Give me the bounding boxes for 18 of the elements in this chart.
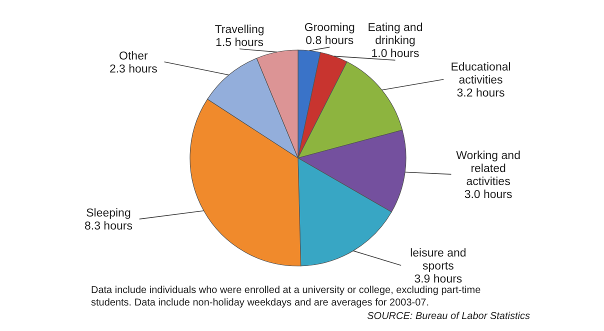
data-label: 8.3 hours (84, 220, 133, 233)
slice-label: Sleeping (86, 208, 131, 220)
source-note: SOURCE: Bureau of Labor Statistics (367, 311, 530, 322)
slice-label: Travelling (214, 24, 264, 36)
data-label: 3.9 hours (414, 273, 462, 286)
slice-label: Eating and drinking (368, 22, 423, 48)
text: Data include individuals who were enrolled at a university or college, excluding part-time students. Data include non-holiday weekdays and are averages for 2003-07. (91, 285, 482, 308)
slice-label: leisure and sports (410, 247, 466, 272)
data-label: 1.5 hours (216, 36, 264, 49)
data-label: 2.3 hours (109, 63, 158, 76)
slice-label: Educational activities (450, 61, 511, 86)
data-label: 3.2 hours (456, 87, 505, 100)
data-label: 3.0 hours (464, 188, 513, 201)
data-label: 0.8 hours (306, 35, 354, 48)
data-label: 1.0 hours (371, 48, 420, 60)
slice-label: Other (119, 50, 148, 62)
slice-label: Working and related activities (456, 150, 520, 188)
slice-label: Grooming (304, 22, 355, 34)
